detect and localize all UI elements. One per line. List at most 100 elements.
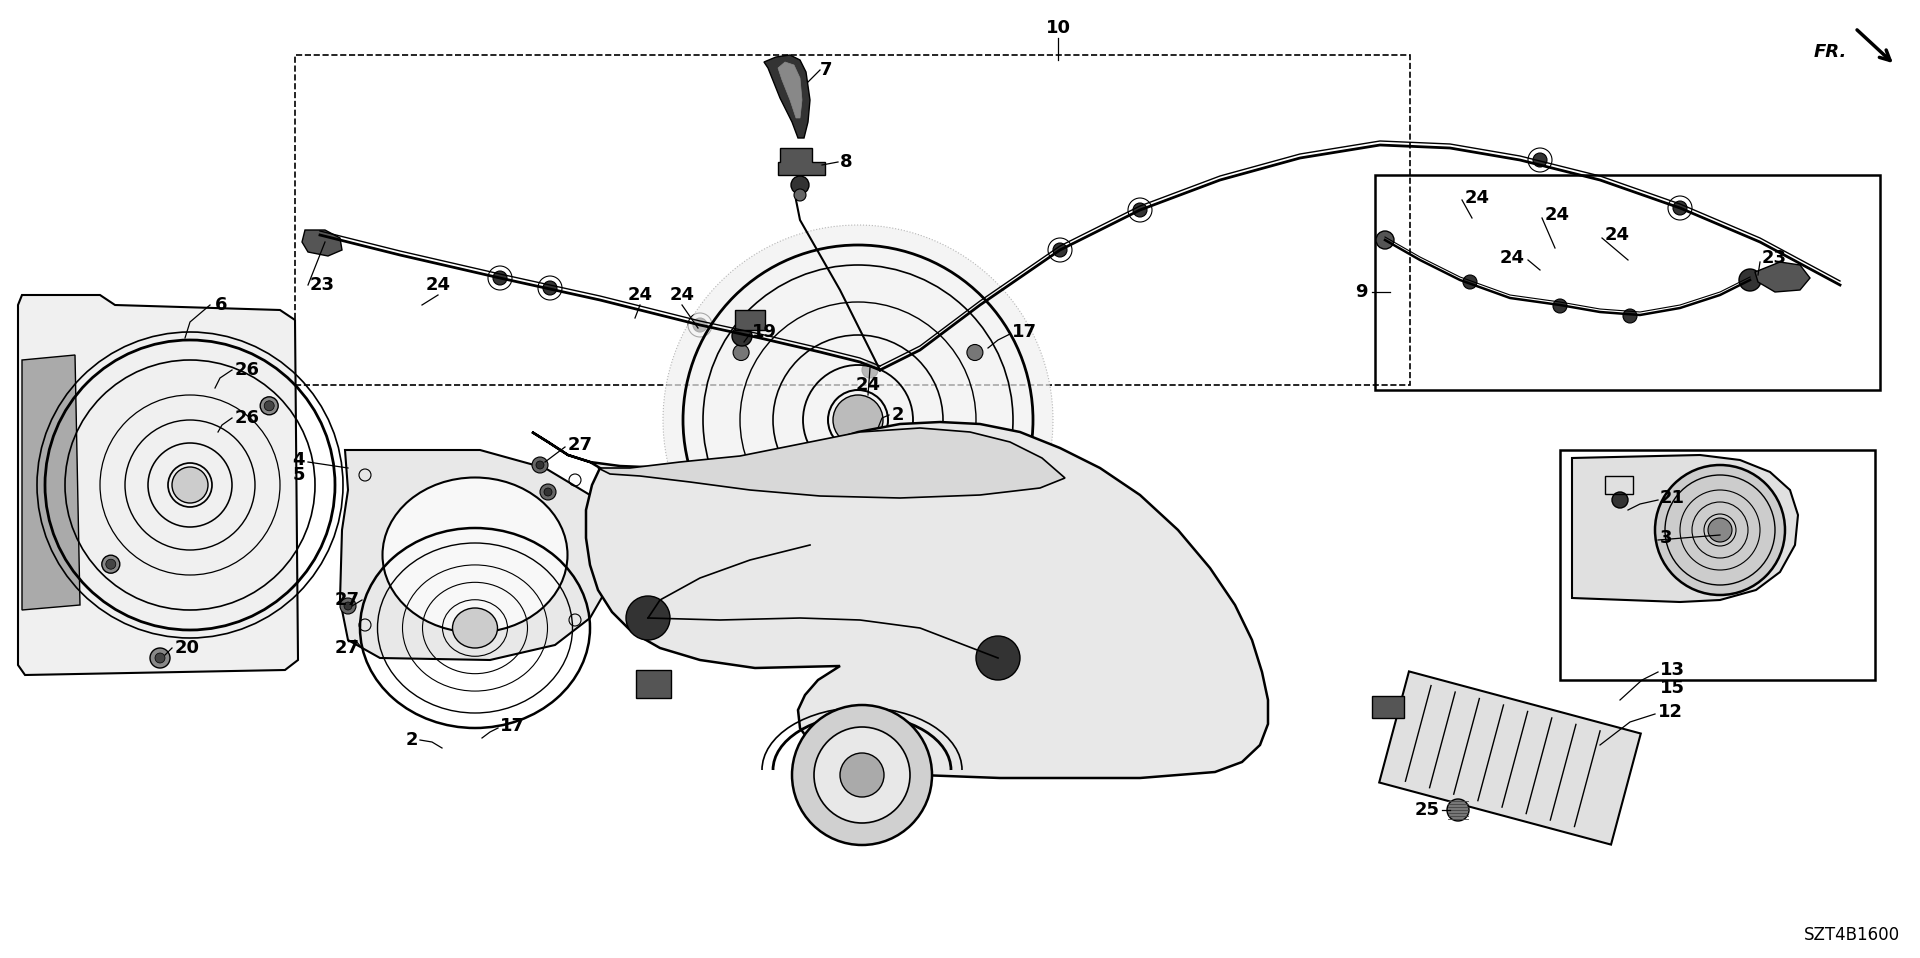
Bar	[1559, 450, 1876, 680]
Circle shape	[493, 271, 507, 285]
Text: 3: 3	[1661, 529, 1672, 547]
Text: 21: 21	[1661, 489, 1686, 507]
Text: 6: 6	[215, 296, 227, 314]
Text: 27: 27	[568, 436, 593, 454]
Circle shape	[833, 395, 883, 445]
Text: 2: 2	[893, 406, 904, 424]
Polygon shape	[21, 355, 81, 610]
Circle shape	[540, 484, 557, 500]
Circle shape	[795, 189, 806, 201]
Circle shape	[1553, 299, 1567, 313]
Bar	[735, 310, 764, 330]
Circle shape	[862, 362, 877, 378]
Circle shape	[733, 345, 749, 360]
Circle shape	[1133, 203, 1146, 217]
Circle shape	[106, 559, 115, 569]
Text: 10: 10	[1046, 19, 1071, 37]
Circle shape	[265, 400, 275, 411]
Polygon shape	[1379, 672, 1642, 845]
Text: 8: 8	[841, 153, 852, 171]
Circle shape	[693, 318, 707, 332]
Text: 24: 24	[670, 286, 695, 304]
Circle shape	[1052, 243, 1068, 257]
Circle shape	[975, 636, 1020, 680]
Circle shape	[841, 753, 883, 797]
Text: 27: 27	[334, 639, 361, 657]
Circle shape	[1377, 231, 1394, 249]
Circle shape	[536, 461, 543, 469]
Circle shape	[532, 457, 547, 473]
Text: 24: 24	[628, 286, 653, 304]
Text: 26: 26	[234, 361, 259, 379]
Text: SZT4B1600: SZT4B1600	[1805, 926, 1901, 944]
Polygon shape	[1572, 455, 1797, 602]
Text: 27: 27	[334, 591, 361, 609]
Circle shape	[543, 488, 553, 496]
Circle shape	[1655, 465, 1786, 595]
Text: 20: 20	[175, 639, 200, 657]
Text: 17: 17	[499, 717, 524, 735]
Circle shape	[1740, 269, 1761, 291]
Bar	[1373, 696, 1404, 718]
Circle shape	[543, 281, 557, 295]
Text: 5: 5	[292, 466, 305, 484]
Text: 4: 4	[292, 451, 305, 469]
Text: 2: 2	[405, 731, 419, 749]
Text: 24: 24	[856, 376, 881, 394]
Polygon shape	[301, 230, 342, 256]
Bar	[1375, 175, 1880, 390]
Circle shape	[1448, 799, 1469, 821]
Text: 17: 17	[1012, 323, 1037, 341]
Ellipse shape	[382, 477, 568, 632]
Text: 13: 13	[1661, 661, 1686, 679]
Text: 24: 24	[1500, 249, 1524, 267]
Circle shape	[662, 225, 1052, 615]
Bar	[1605, 476, 1634, 494]
Polygon shape	[1755, 262, 1811, 292]
Text: 7: 7	[820, 61, 833, 79]
Circle shape	[344, 602, 351, 610]
Circle shape	[968, 345, 983, 360]
Text: 12: 12	[1659, 703, 1684, 721]
Circle shape	[1672, 201, 1688, 215]
Text: FR.: FR.	[1814, 43, 1847, 61]
Polygon shape	[764, 55, 810, 138]
Polygon shape	[532, 422, 1267, 778]
Polygon shape	[778, 62, 803, 118]
Circle shape	[791, 705, 931, 845]
Polygon shape	[340, 450, 612, 660]
Text: 9: 9	[1356, 283, 1367, 301]
Circle shape	[814, 727, 910, 823]
Text: 15: 15	[1661, 679, 1686, 697]
Text: 23: 23	[309, 276, 334, 294]
Text: 24: 24	[1605, 226, 1630, 244]
Bar	[296, 55, 1409, 385]
Circle shape	[732, 326, 753, 346]
Circle shape	[1709, 518, 1732, 542]
Text: 23: 23	[1763, 249, 1788, 267]
Circle shape	[156, 653, 165, 663]
Circle shape	[102, 556, 119, 573]
Text: 24: 24	[1465, 189, 1490, 207]
Text: 24: 24	[426, 276, 451, 294]
Polygon shape	[778, 148, 826, 175]
Circle shape	[626, 596, 670, 640]
Polygon shape	[597, 428, 1066, 498]
Circle shape	[261, 397, 278, 415]
Text: 19: 19	[753, 323, 778, 341]
Text: 24: 24	[1546, 206, 1571, 224]
Text: 26: 26	[234, 409, 259, 427]
Ellipse shape	[453, 608, 497, 648]
Circle shape	[150, 648, 171, 668]
Circle shape	[173, 467, 207, 503]
Circle shape	[1613, 492, 1628, 508]
Circle shape	[851, 547, 866, 563]
Circle shape	[1463, 275, 1476, 289]
Bar	[636, 670, 670, 698]
Circle shape	[791, 176, 808, 194]
Circle shape	[1532, 153, 1548, 167]
Circle shape	[1622, 309, 1638, 323]
Circle shape	[340, 598, 355, 614]
Text: 25: 25	[1415, 801, 1440, 819]
Polygon shape	[17, 295, 298, 675]
